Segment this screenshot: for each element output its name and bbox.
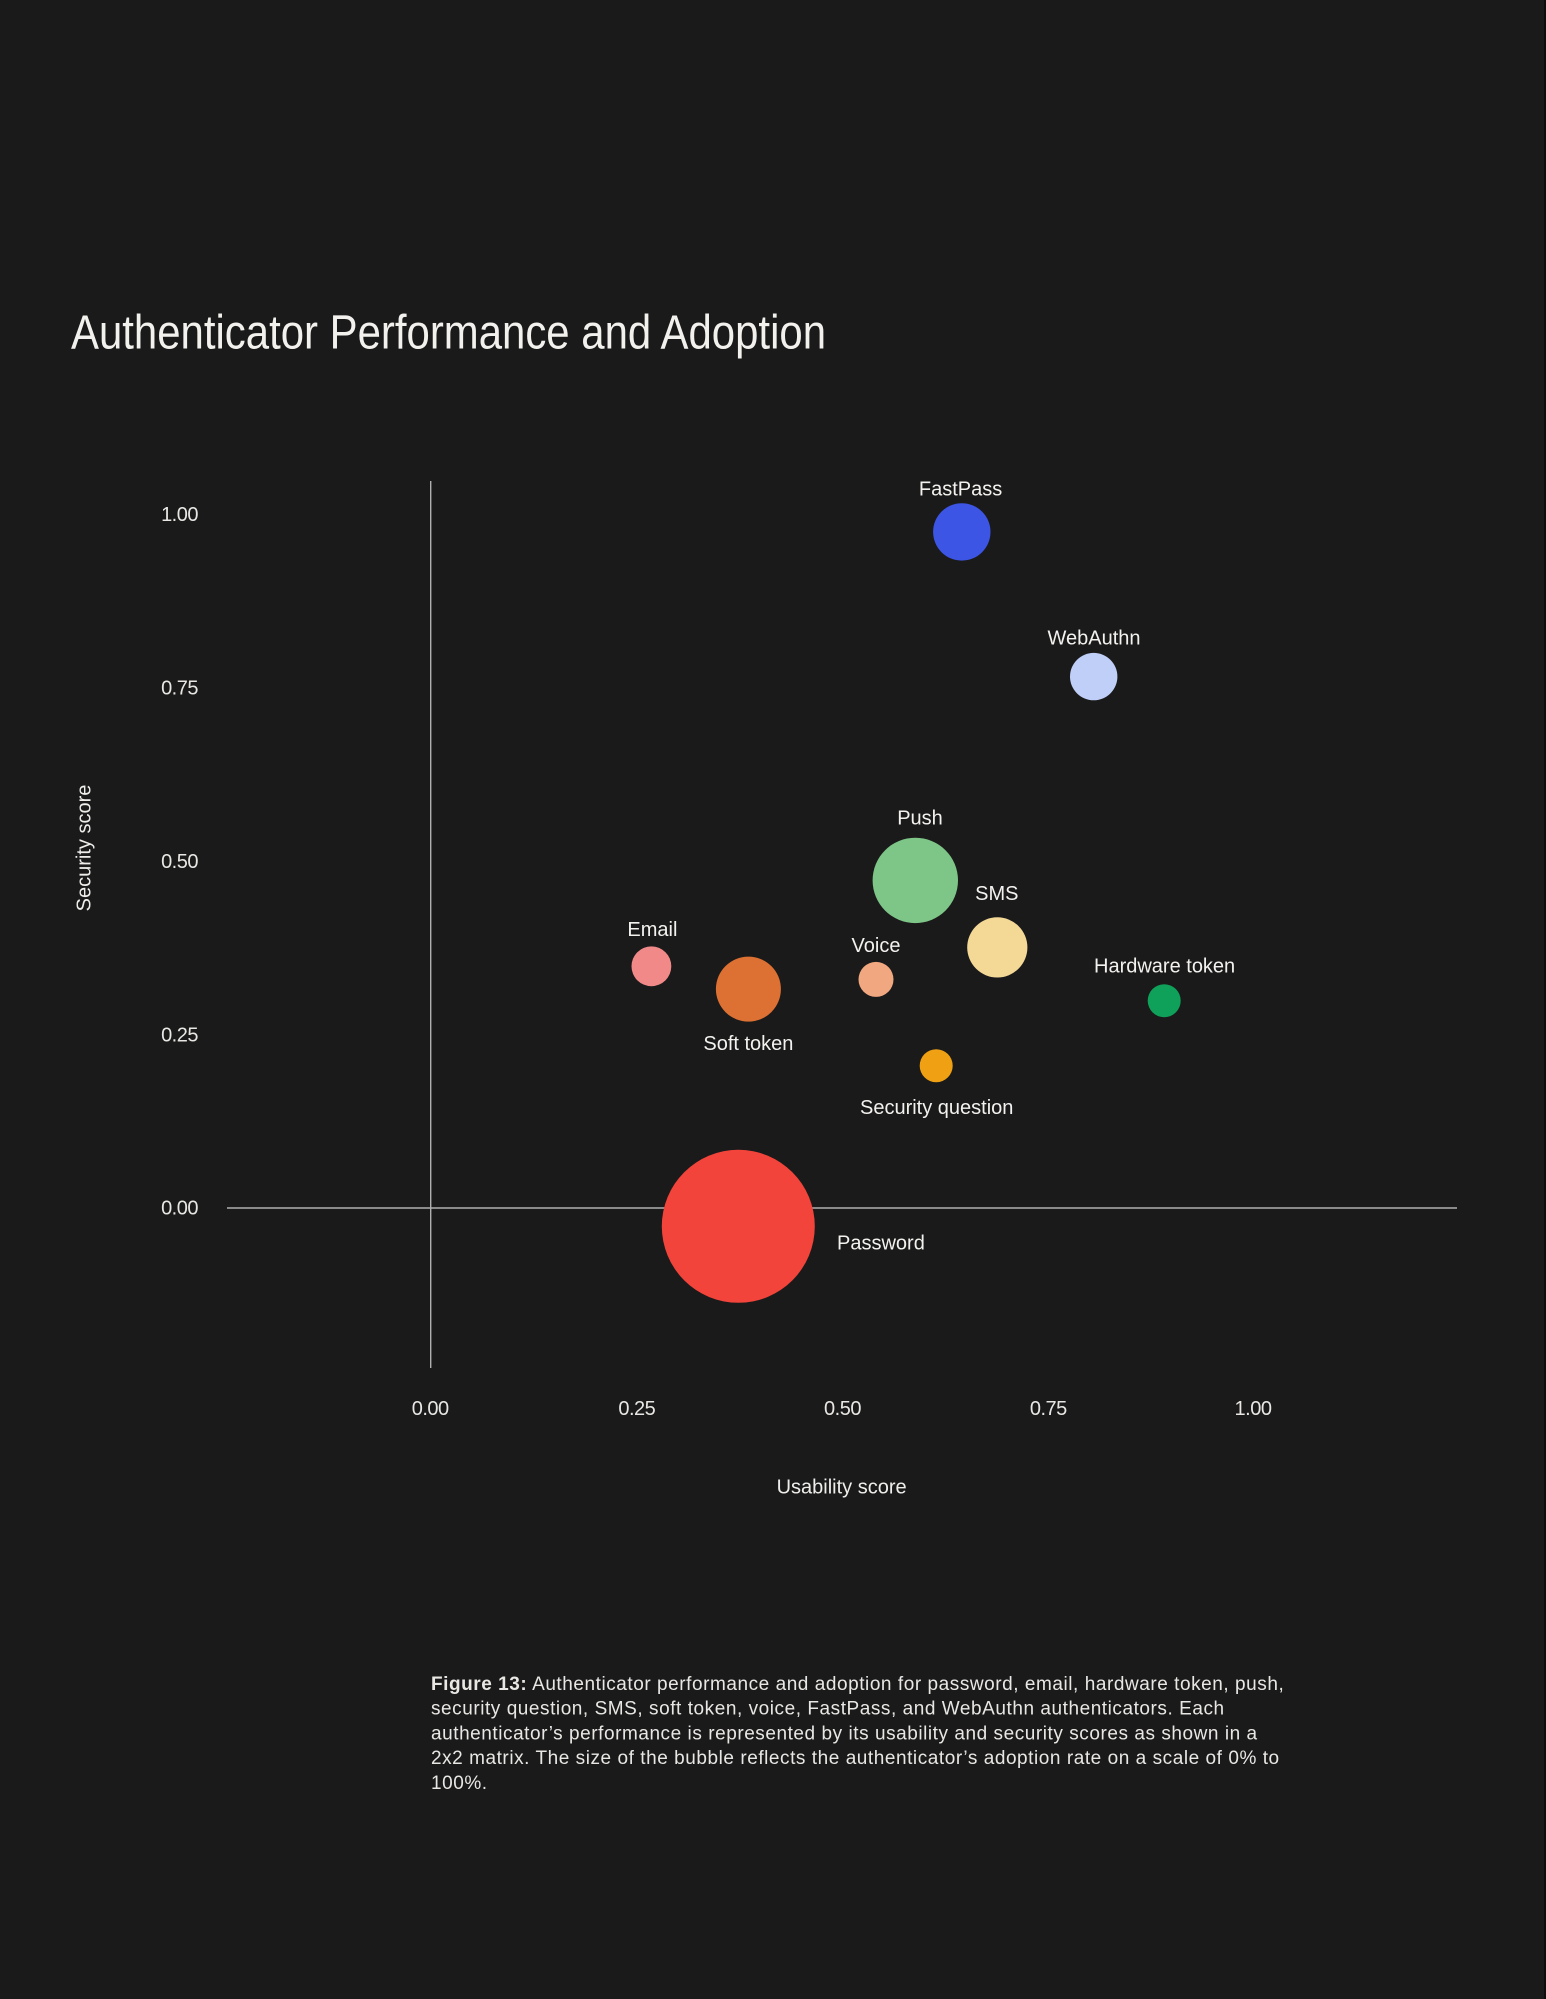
svg-text:2x2 matrix. The size of the bu: 2x2 matrix. The size of the bubble refle… xyxy=(431,1748,1280,1769)
svg-text:0.00: 0.00 xyxy=(412,1398,449,1420)
svg-text:0.75: 0.75 xyxy=(161,677,198,699)
svg-text:Authenticator Performance and: Authenticator Performance and Adoption xyxy=(71,306,826,359)
svg-text:Soft token: Soft token xyxy=(703,1033,793,1055)
svg-text:security question, SMS, soft t: security question, SMS, soft token, voic… xyxy=(431,1699,1225,1720)
svg-text:authenticator’s performance is: authenticator’s performance is represent… xyxy=(431,1723,1258,1744)
svg-text:0.50: 0.50 xyxy=(824,1398,861,1420)
svg-text:WebAuthn: WebAuthn xyxy=(1047,627,1140,649)
svg-text:Push: Push xyxy=(897,808,943,830)
svg-text:Usability score: Usability score xyxy=(777,1476,907,1498)
svg-text:FastPass: FastPass xyxy=(919,478,1002,500)
svg-text:Security score: Security score xyxy=(73,785,95,912)
svg-text:Email: Email xyxy=(627,919,677,941)
svg-text:Password: Password xyxy=(837,1233,925,1255)
svg-text:0.00: 0.00 xyxy=(161,1197,198,1219)
svg-text:Voice: Voice xyxy=(852,935,901,957)
svg-text:0.25: 0.25 xyxy=(161,1024,198,1046)
svg-text:1.00: 1.00 xyxy=(161,504,198,526)
svg-text:0.50: 0.50 xyxy=(161,851,198,873)
svg-text:1.00: 1.00 xyxy=(1235,1398,1272,1420)
svg-text:Security question: Security question xyxy=(860,1097,1013,1119)
svg-text:100%.: 100%. xyxy=(431,1773,488,1794)
svg-text:SMS: SMS xyxy=(975,883,1018,905)
svg-text:0.25: 0.25 xyxy=(618,1398,655,1420)
svg-text:0.75: 0.75 xyxy=(1030,1398,1067,1420)
svg-text:Figure 13: Authenticator perfo: Figure 13: Authenticator performance and… xyxy=(431,1674,1284,1695)
svg-text:Hardware token: Hardware token xyxy=(1094,956,1235,978)
